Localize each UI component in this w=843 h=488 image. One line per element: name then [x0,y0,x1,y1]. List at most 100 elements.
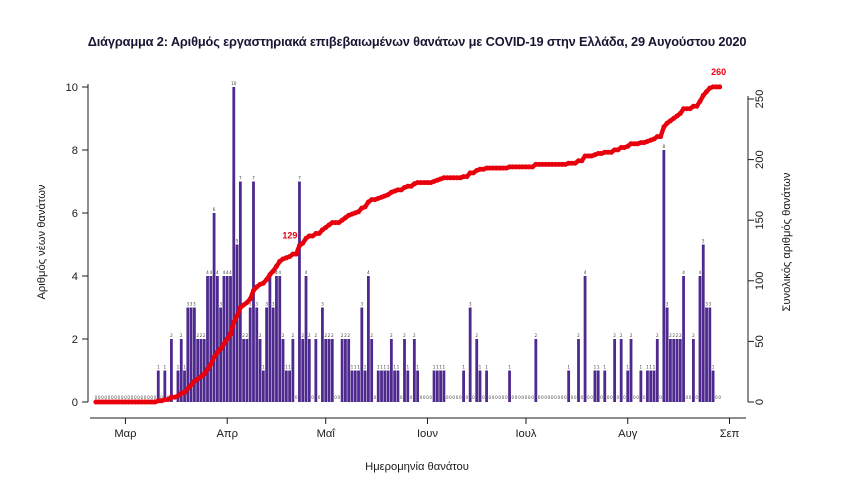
zero-value-label: 0 [617,395,620,400]
daily-bar [363,370,367,402]
zero-value-label: 0 [512,395,515,400]
daily-bar [649,370,653,402]
bar-value-label: 1 [567,364,570,369]
bar-value-label: 2 [613,333,616,338]
zero-value-label: 0 [633,395,636,400]
daily-bar [416,370,420,402]
daily-bar [255,307,259,402]
daily-bar [682,276,685,402]
cumulative-line-point [658,134,664,140]
y-axis-right-tick-label: 250 [754,90,766,109]
daily-bar [435,370,439,402]
zero-value-label: 0 [338,395,341,400]
zero-value-label: 0 [610,395,613,400]
daily-bar [248,307,252,402]
y-axis-right-tick-label: 0 [754,399,766,405]
bar-value-label: 2 [170,333,173,338]
daily-bar [163,370,167,402]
bar-value-label: 1 [416,364,419,369]
zero-value-label: 0 [495,395,498,400]
daily-bar [196,339,200,402]
y-axis-left-tick-label: 8 [72,145,78,157]
bar-value-label: 3 [321,301,324,306]
zero-value-label: 0 [600,395,603,400]
daily-bar [596,370,600,402]
bar-value-label: 2 [196,333,199,338]
bar-value-label: 2 [259,333,262,338]
cumulative-line-point [260,280,266,286]
zero-value-label: 0 [636,395,639,400]
annotation-260: 260 [711,67,726,77]
daily-bar [265,307,269,402]
daily-bar [383,370,387,402]
daily-bar [389,339,393,402]
daily-bar [212,213,216,402]
cumulative-line-point [182,389,187,395]
daily-bar [412,339,416,402]
daily-bar [534,339,538,402]
cumulative-line-point [717,84,723,90]
bar-value-label: 2 [390,333,393,338]
zero-value-label: 0 [456,395,459,400]
cumulative-line-point [704,89,709,95]
cumulative-line-point [214,349,220,355]
daily-bar [222,276,226,402]
daily-bar [468,307,472,402]
daily-bar [485,370,488,402]
cumulative-line-point [464,174,470,180]
chart-title: Διάγραμμα 2: Αριθμός εργαστηριακά επιβεβ… [88,34,747,49]
daily-bar [209,276,213,402]
daily-bar [357,370,360,402]
cumulative-line-point [293,251,299,257]
bar-value-label: 3 [666,301,669,306]
bar-value-label: 7 [298,175,301,180]
bar-value-label: 3 [360,301,363,306]
daily-bar [281,339,285,402]
zero-value-label: 0 [466,395,469,400]
daily-bar [321,307,324,402]
daily-bar [406,370,410,402]
bar-value-label: 1 [357,364,360,369]
daily-bar [245,339,249,402]
daily-bar [219,307,223,402]
zero-value-label: 0 [528,395,531,400]
zero-value-label: 0 [101,395,104,400]
bar-value-label: 1 [646,364,649,369]
daily-bar [380,370,383,402]
cumulative-line-point [694,103,700,109]
zero-value-label: 0 [420,395,423,400]
zero-value-label: 0 [689,395,692,400]
daily-bar [475,339,479,402]
bar-value-label: 1 [183,364,186,369]
daily-bar [347,339,351,402]
bar-value-label: 4 [209,270,212,275]
cumulative-line-point [228,331,233,337]
daily-bar [705,307,708,402]
bar-value-label: 4 [367,270,370,275]
bar-value-label: 2 [630,333,633,338]
zero-value-label: 0 [571,395,574,400]
bar-value-label: 7 [239,175,242,180]
bar-value-label: 1 [597,364,600,369]
bar-value-label: 3 [705,301,708,306]
daily-bar [603,370,607,402]
daily-bar [179,339,183,402]
bar-value-label: 4 [682,270,685,275]
cumulative-line-point [316,231,322,236]
bar-value-label: 2 [331,333,334,338]
zero-value-label: 0 [718,395,721,400]
daily-bar [672,339,676,402]
daily-bar [192,307,196,402]
daily-bar [432,370,436,402]
bar-value-label: 2 [180,333,183,338]
zero-value-label: 0 [623,395,626,400]
bar-value-label: 1 [479,364,482,369]
daily-bar [593,370,597,402]
daily-bar [462,370,465,402]
zero-value-label: 0 [147,395,150,400]
zero-value-label: 0 [452,395,455,400]
bar-value-label: 1 [485,364,488,369]
daily-bar [189,307,193,402]
daily-bar [324,339,328,402]
daily-bar [275,276,278,402]
